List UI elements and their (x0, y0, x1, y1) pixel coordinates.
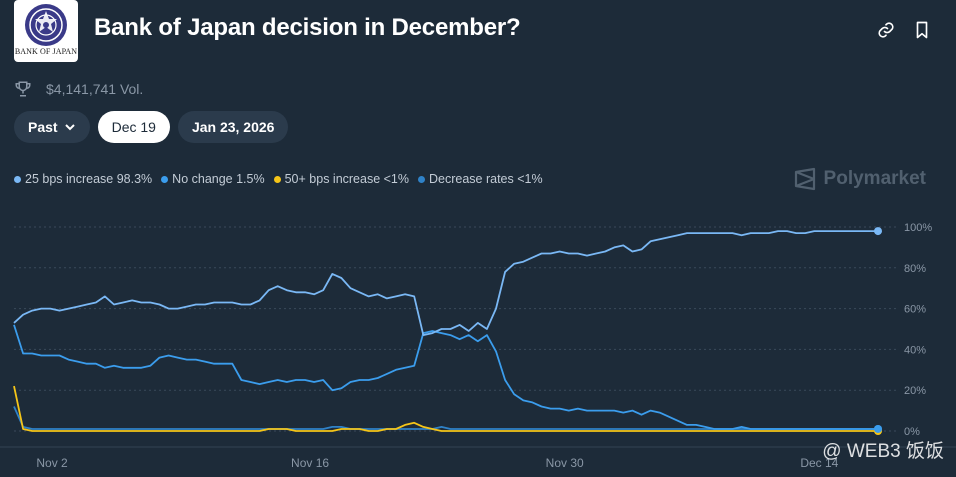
legend-label: 25 bps increase 98.3% (25, 172, 153, 186)
chart-legend: 25 bps increase 98.3% No change 1.5% 50+… (14, 172, 543, 186)
y-tick-label: 60% (904, 304, 926, 316)
series-end-point (874, 424, 882, 433)
tab-jan-23-2026[interactable]: Jan 23, 2026 (177, 111, 289, 143)
brand-name: Polymarket (823, 168, 926, 189)
legend-item-50bps: 50+ bps increase <1% (273, 172, 409, 186)
date-tabs: Past Dec 19 Jan 23, 2026 (14, 111, 289, 143)
link-icon[interactable] (876, 20, 896, 40)
seal-emblem-icon (25, 4, 67, 46)
legend-item-decrease: Decrease rates <1% (418, 172, 543, 186)
bank-of-japan-logo: BANK OF JAPAN (14, 0, 78, 62)
legend-item-no-change: No change 1.5% (161, 172, 265, 186)
series-line-25-bps-increase (13, 230, 878, 337)
logo-text: BANK OF JAPAN (14, 47, 78, 56)
header-actions (876, 20, 932, 40)
x-tick-label: Nov 2 (36, 456, 68, 470)
volume-text: $4,141,741 Vol. (46, 81, 144, 97)
legend-label: Decrease rates <1% (429, 172, 543, 186)
legend-label: No change 1.5% (172, 172, 265, 186)
tab-dec-19[interactable]: Dec 19 (97, 111, 170, 143)
chevron-down-icon (64, 124, 75, 131)
page-title: Bank of Japan decision in December? (94, 14, 521, 41)
x-tick-label: Nov 16 (291, 456, 329, 470)
series-end-point (874, 227, 882, 236)
x-tick-label: Dec 14 (800, 456, 838, 470)
y-axis-ticks: 0% 20% 40% 60% 80% 100% (904, 222, 932, 438)
series-line-no-change (13, 324, 878, 430)
legend-label: 50+ bps increase <1% (284, 172, 409, 186)
trophy-icon (14, 80, 32, 98)
y-tick-label: 100% (904, 222, 932, 234)
watermark: @ WEB3 饭饭 (822, 436, 944, 463)
chart-series (13, 227, 882, 435)
y-tick-label: 40% (904, 344, 926, 356)
series-line-50-bps-increase (13, 385, 878, 432)
legend-dot (14, 175, 21, 183)
x-axis-ticks: Nov 2 Nov 16 Nov 30 Dec 14 (36, 456, 838, 470)
legend-item-25bps: 25 bps increase 98.3% (14, 172, 152, 186)
legend-dot (161, 175, 169, 183)
series-line-decrease-rates (13, 406, 878, 430)
y-tick-label: 20% (904, 385, 926, 397)
probability-line-chart: 0% 20% 40% 60% 80% 100% Nov 2 Nov 16 Nov 30 Dec … (0, 222, 956, 470)
bookmark-icon[interactable] (912, 20, 932, 40)
past-label: Past (28, 119, 58, 135)
volume-row: $4,141,741 Vol. (14, 80, 143, 98)
legend-dot (273, 175, 281, 183)
past-dropdown-button[interactable]: Past (14, 111, 90, 143)
legend-dot (418, 175, 425, 183)
y-tick-label: 0% (904, 426, 920, 438)
x-tick-label: Nov 30 (546, 456, 584, 470)
chart-grid (0, 226, 956, 448)
polymarket-logo-icon (794, 167, 815, 191)
polymarket-brand: Polymarket (794, 167, 926, 191)
y-tick-label: 80% (904, 263, 926, 275)
watermark-text: @ WEB3 饭饭 (822, 441, 944, 462)
